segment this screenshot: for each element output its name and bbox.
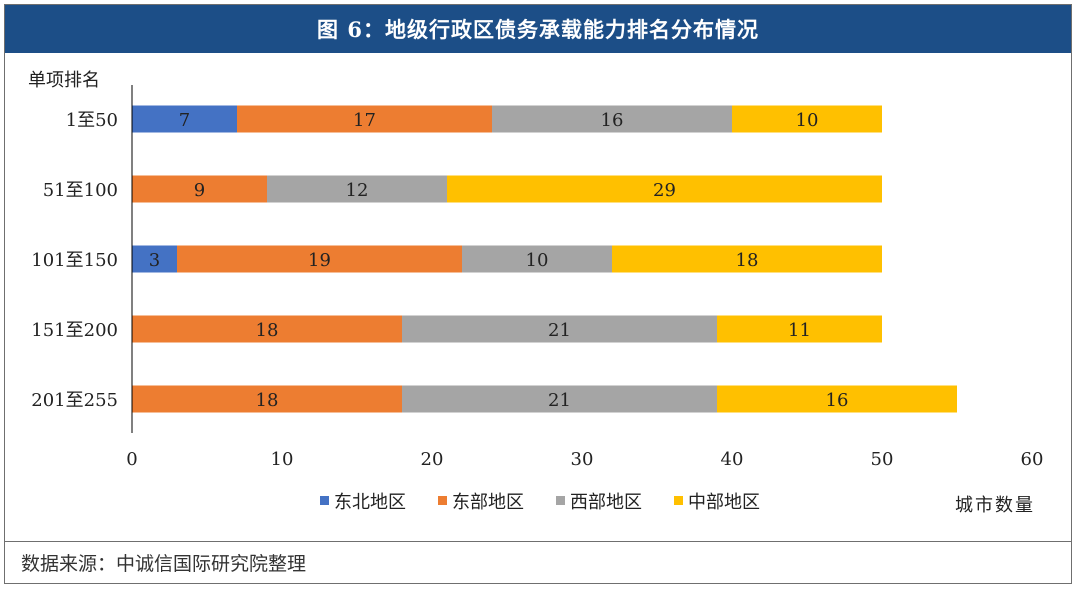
bar-value-label: 21 (548, 390, 571, 411)
y-tick-label: 51至100 (43, 180, 118, 201)
bar-value-label: 18 (256, 320, 279, 341)
legend-swatch (438, 496, 447, 505)
bar-value-label: 10 (526, 250, 549, 271)
bar-segment (447, 175, 882, 203)
bar-value-label: 18 (736, 250, 759, 271)
bar-segment (402, 385, 717, 413)
y-tick-labels: 1至50 51至100 101至150 151至200 201至255 (31, 110, 118, 411)
bar-value-label: 11 (788, 320, 811, 341)
x-tick-label: 50 (871, 449, 894, 470)
bar-segment (717, 385, 957, 413)
bar-segment (237, 105, 492, 133)
bar-value-label: 10 (796, 110, 819, 131)
bar-segment (132, 385, 402, 413)
bar-segment (492, 105, 732, 133)
x-tick-label: 30 (571, 449, 594, 470)
bar-value-label: 18 (256, 390, 279, 411)
bar-segment (732, 105, 882, 133)
chart-title: 图 6：地级行政区债务承载能力排名分布情况 (5, 5, 1071, 53)
bar-segment (402, 315, 717, 343)
legend-label: 东部地区 (452, 492, 524, 513)
bar-value-label: 29 (653, 180, 676, 201)
bar-segment (132, 315, 402, 343)
legend-label: 中部地区 (688, 492, 760, 513)
bar-segment (267, 175, 447, 203)
data-source-note: 数据来源：中诚信国际研究院整理 (5, 541, 1071, 583)
legend-swatch (320, 496, 329, 505)
bar-segment (132, 105, 237, 133)
bar-value-label: 3 (149, 250, 160, 271)
legend-item: 西部地区 (556, 492, 642, 513)
x-tick-label: 10 (271, 449, 294, 470)
bar-value-label: 17 (353, 110, 376, 131)
y-tick-label: 1至50 (66, 110, 118, 131)
legend-swatch (674, 496, 683, 505)
bar-segment (717, 315, 882, 343)
x-axis-title: 城市数量 (955, 495, 1035, 516)
bar-value-label: 16 (826, 390, 849, 411)
bar-value-label: 19 (308, 250, 331, 271)
bar-value-label: 12 (346, 180, 369, 201)
bar-value-label: 16 (601, 110, 624, 131)
bar-segment (132, 245, 177, 273)
bars-group: 7 17 16 10 9 12 29 3 19 10 18 18 21 11 18 21 16 (132, 105, 957, 413)
x-tick-label: 60 (1021, 449, 1044, 470)
bar-segment (462, 245, 612, 273)
legend: 东北地区 东部地区 西部地区 中部地区 (320, 492, 760, 513)
y-tick-label: 151至200 (31, 320, 118, 341)
legend-item: 东北地区 (320, 492, 406, 513)
legend-label: 东北地区 (334, 492, 406, 513)
x-tick-label: 20 (421, 449, 444, 470)
y-tick-label: 201至255 (31, 390, 118, 411)
x-tick-label: 0 (126, 449, 137, 470)
x-tick-label: 40 (721, 449, 744, 470)
legend-item: 东部地区 (438, 492, 524, 513)
x-tick-labels: 0 10 20 30 40 50 60 (126, 449, 1043, 470)
bar-value-label: 21 (548, 320, 571, 341)
bar-segment (132, 175, 267, 203)
legend-item: 中部地区 (674, 492, 760, 513)
bar-value-label: 7 (179, 110, 190, 131)
bar-segment (177, 245, 462, 273)
bar-value-label: 9 (194, 180, 205, 201)
y-tick-label: 101至150 (31, 250, 118, 271)
chart-frame: 图 6：地级行政区债务承载能力排名分布情况 数据来源：中诚信国际研究院整理 (4, 4, 1072, 584)
legend-label: 西部地区 (570, 492, 642, 513)
y-axis-title: 单项排名 (28, 70, 100, 91)
bar-segment (612, 245, 882, 273)
legend-swatch (556, 496, 565, 505)
